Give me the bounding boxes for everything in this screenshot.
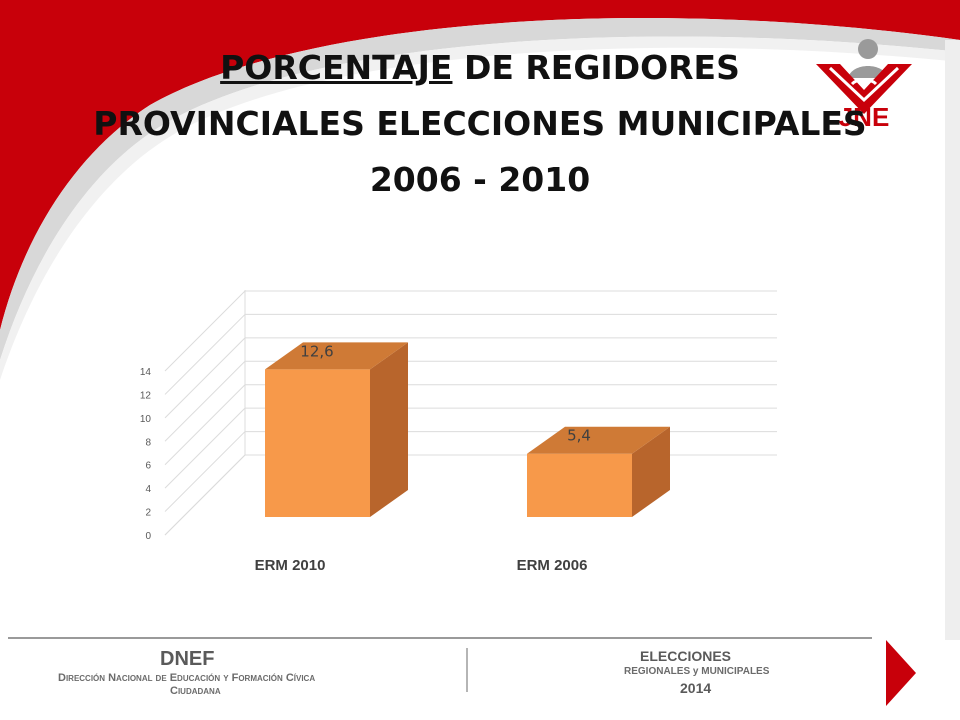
- gridline-side-5: [164, 337, 246, 419]
- gridline-side-1: [164, 431, 246, 512]
- title-line-2: PROVINCIALES ELECCIONES MUNICIPALES: [93, 104, 867, 143]
- footer-event-subtitle: REGIONALES y MUNICIPALES: [624, 666, 770, 677]
- y-tick-label-2: 4: [145, 484, 151, 495]
- bar-top-1: [527, 426, 670, 454]
- gridline-side-4: [164, 360, 246, 442]
- bar-top-0: [265, 342, 408, 370]
- floor-side: [164, 454, 246, 536]
- x-category-label-0: ERM 2010: [255, 557, 326, 574]
- jne-logo-icon: JNE: [816, 39, 912, 130]
- gridline-side-3: [164, 384, 246, 466]
- gridline-side-7: [164, 290, 246, 372]
- bar-front-0: [265, 369, 370, 517]
- y-tick-label-5: 10: [140, 414, 152, 425]
- data-label-1: 5,4: [567, 427, 591, 445]
- y-tick-label-0: 0: [145, 531, 151, 542]
- footer-event-title: ELECCIONES: [640, 648, 732, 664]
- right-edge-shade: [945, 40, 960, 640]
- footer-event-year: 2014: [680, 680, 712, 696]
- red-banner: [0, 0, 960, 330]
- gridline-side-2: [164, 407, 246, 489]
- footer-org-name: Dirección Nacional de Educación y Formac…: [58, 672, 316, 684]
- next-arrow-icon[interactable]: [886, 640, 916, 706]
- footer-org-acronym: DNEF: [160, 648, 215, 670]
- y-tick-label-4: 8: [145, 437, 151, 448]
- gridline-side-6: [164, 314, 246, 395]
- title-line-1: PORCENTAJE DE REGIDORES: [40, 40, 920, 96]
- bar-side-1: [632, 426, 670, 517]
- x-category-label-1: ERM 2006: [517, 557, 588, 574]
- data-label-0: 12,6: [300, 342, 333, 360]
- y-tick-label-3: 6: [145, 461, 151, 472]
- bar-chart: 0 2 4 6 8 10 12 14 12,6 ERM 2010 5,4 ERM 2006: [140, 290, 777, 574]
- title-underlined-word: PORCENTAJE: [220, 48, 453, 87]
- y-tick-label-7: 14: [140, 367, 152, 378]
- y-tick-label-6: 12: [140, 390, 152, 401]
- title-line-3: 2006 - 2010: [369, 160, 591, 199]
- page-title: PORCENTAJE DE REGIDORES PROVINCIALES ELE…: [40, 40, 920, 208]
- logo-text: JNE: [839, 102, 890, 130]
- footer-graphics: [8, 637, 916, 706]
- bar-side-0: [370, 342, 408, 517]
- footer-org-name-2: Ciudadana: [170, 685, 221, 697]
- title-line-1-rest: DE REGIDORES: [452, 48, 740, 87]
- y-tick-label-1: 2: [145, 508, 151, 519]
- bar-front-1: [527, 453, 632, 517]
